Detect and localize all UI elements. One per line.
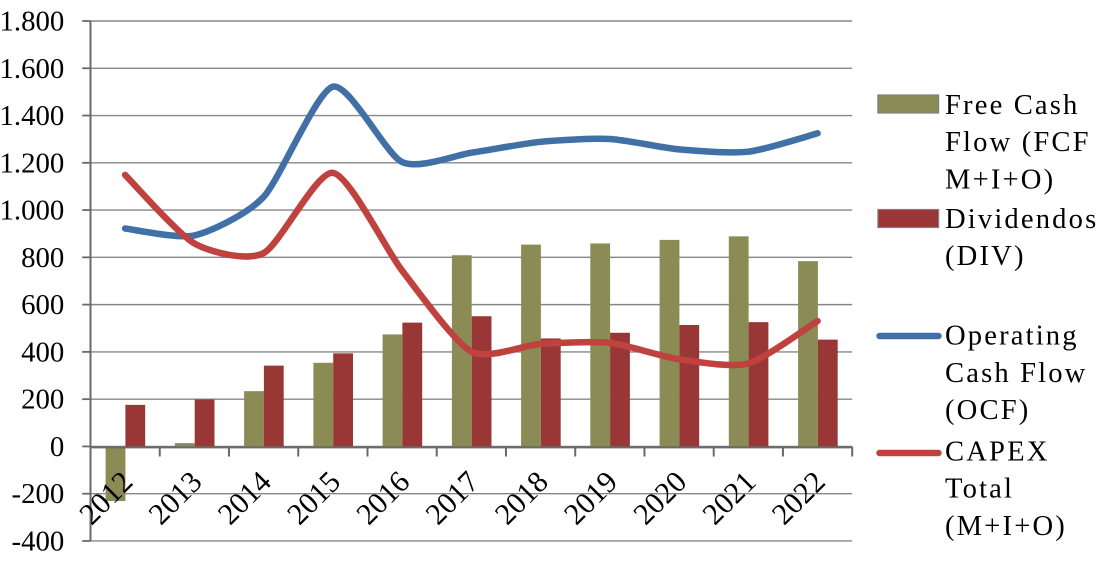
svg-text:Operating: Operating [945, 321, 1079, 352]
svg-text:1.000: 1.000 [0, 195, 64, 227]
svg-text:Total: Total [945, 474, 1014, 505]
svg-text:1.800: 1.800 [0, 6, 64, 38]
svg-text:2018: 2018 [488, 465, 555, 532]
svg-text:M+I+O): M+I+O) [945, 165, 1055, 196]
svg-text:Free Cash: Free Cash [945, 90, 1080, 121]
svg-text:Cash Flow: Cash Flow [945, 358, 1087, 389]
svg-text:(OCF): (OCF) [945, 395, 1030, 426]
svg-text:600: 600 [21, 289, 64, 321]
svg-text:Dividendos: Dividendos [945, 204, 1098, 235]
svg-text:2013: 2013 [142, 465, 209, 532]
svg-text:Flow (FCF: Flow (FCF [945, 127, 1091, 158]
svg-text:800: 800 [21, 242, 64, 274]
svg-text:2019: 2019 [557, 465, 624, 532]
svg-text:200: 200 [21, 384, 64, 416]
svg-text:2022: 2022 [765, 465, 832, 532]
svg-text:0: 0 [50, 431, 64, 463]
svg-text:2017: 2017 [419, 465, 486, 532]
svg-text:2012: 2012 [73, 465, 140, 532]
svg-text:400: 400 [21, 336, 64, 368]
svg-text:2015: 2015 [280, 465, 347, 532]
svg-text:1.400: 1.400 [0, 100, 64, 132]
svg-text:1.200: 1.200 [0, 147, 64, 179]
svg-text:2014: 2014 [211, 465, 278, 532]
svg-text:2016: 2016 [350, 465, 417, 532]
svg-text:1.600: 1.600 [0, 53, 64, 85]
svg-text:2020: 2020 [627, 465, 694, 532]
svg-text:-200: -200 [12, 478, 65, 510]
svg-text:2021: 2021 [696, 465, 763, 532]
svg-text:(DIV): (DIV) [945, 241, 1026, 272]
svg-text:(M+I+O): (M+I+O) [945, 511, 1067, 542]
svg-text:-400: -400 [12, 525, 65, 557]
svg-text:CAPEX: CAPEX [945, 436, 1050, 467]
